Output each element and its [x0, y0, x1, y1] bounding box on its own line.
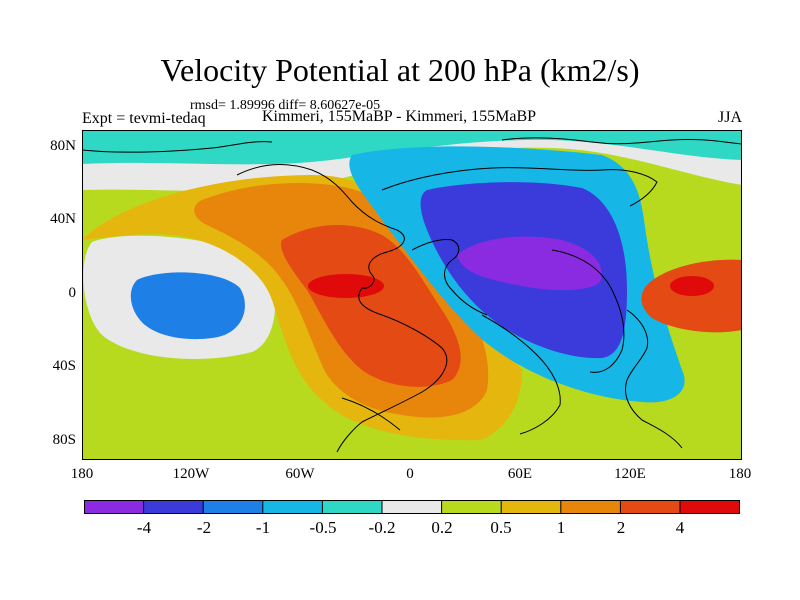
colorbar-swatch-6	[382, 500, 442, 514]
colorbar-label-7: 0.5	[490, 518, 512, 537]
season-label: JJA	[717, 109, 742, 126]
colorbar-swatch-10	[620, 500, 680, 514]
lat-label-0: 0	[68, 285, 77, 301]
colorbar-label-1: -4	[136, 518, 152, 537]
colorbar-label-3: -1	[255, 518, 271, 537]
velocity-potential-map	[82, 130, 742, 460]
colorbar-label-5: -0.2	[368, 518, 396, 537]
lat-label-80n: 80N	[50, 138, 76, 154]
coastlines	[82, 137, 742, 453]
runs-label: Kimmeri, 155MaBP - Kimmeri, 155MaBP	[262, 108, 537, 125]
colorbar-label-10: 4	[675, 518, 685, 537]
lon-label-60e: 60E	[507, 466, 533, 482]
colorbar	[84, 500, 740, 514]
lon-label-120e: 120E	[614, 466, 646, 482]
plot-title: Velocity Potential at 200 hPa (km2/s)	[160, 52, 640, 88]
rmsd-diff-stats: rmsd= 1.89996 diff= 8.60627e-05	[190, 98, 381, 113]
pacific-negative-center	[130, 272, 245, 340]
lat-label-40n: 40N	[50, 211, 76, 227]
lon-label-120w: 120W	[172, 466, 210, 482]
west-positive-peak	[308, 274, 384, 298]
colorbar-label-8: 1	[556, 518, 566, 537]
colorbar-swatch-4	[262, 500, 323, 514]
lon-label-180-west: 180	[70, 466, 94, 482]
experiment-label: Expt = tevmi-tedaq	[82, 110, 206, 127]
colorbar-swatch-2	[143, 500, 204, 514]
colorbar-label-2: -2	[196, 518, 212, 537]
colorbar-swatch-1	[84, 500, 144, 514]
colorbar-label-4: -0.5	[309, 518, 337, 537]
lon-label-0: 0	[406, 466, 414, 482]
colorbar-swatch-3	[203, 500, 263, 514]
west-positive-max	[281, 224, 461, 387]
arctic-negative-band	[82, 130, 742, 165]
colorbar-swatch-5	[322, 500, 382, 514]
east-positive-center	[641, 259, 742, 333]
lon-label-180-east: 180	[728, 466, 752, 482]
colorbar-swatch-9	[560, 500, 621, 514]
lon-label-60w: 60W	[285, 466, 315, 482]
east-negative-peak	[457, 236, 602, 291]
colorbar-swatch-11	[680, 500, 740, 514]
colorbar-swatch-7	[441, 500, 502, 514]
lat-label-40s: 40S	[52, 358, 76, 374]
colorbar-label-6: 0.2	[431, 518, 453, 537]
colorbar-swatch-8	[501, 500, 561, 514]
colorbar-label-9: 2	[616, 518, 626, 537]
east-positive-peak	[670, 276, 714, 296]
lat-label-80s: 80S	[52, 432, 76, 448]
